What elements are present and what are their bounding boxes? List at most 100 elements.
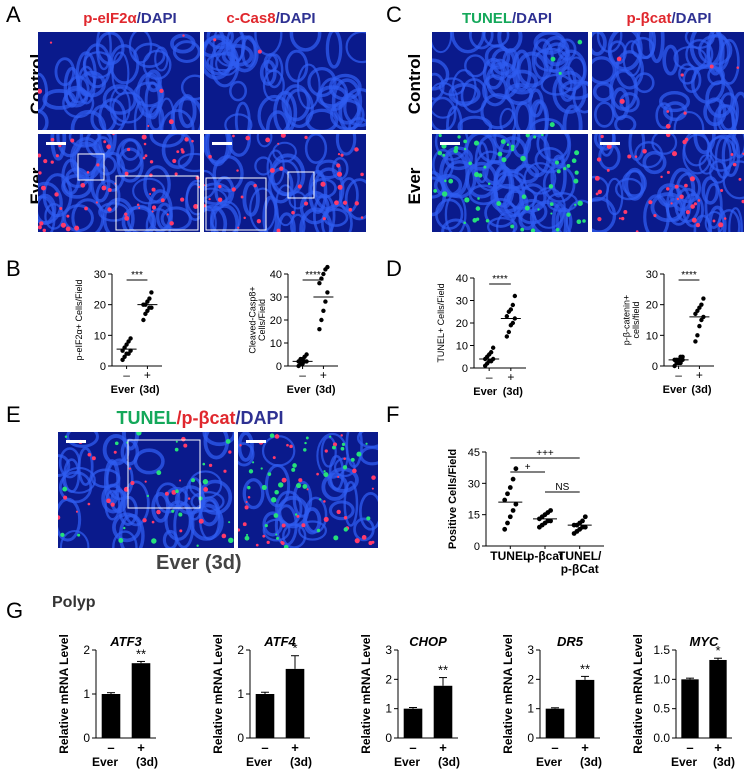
micro-e-zoom <box>238 432 378 548</box>
header-marker: TUNEL <box>461 10 512 27</box>
panel-a-header-1: p-eIF2α/DAPI <box>60 10 200 27</box>
data-point <box>510 302 516 308</box>
y-tick-label: 10 <box>94 330 106 342</box>
red-signal-dot <box>684 183 688 188</box>
red-signal-dot <box>151 205 157 210</box>
red-signal-dot <box>142 518 147 523</box>
dapi-crypt <box>116 138 144 173</box>
red-signal-dot <box>286 443 289 447</box>
panel-a-header-2: c-Cas8/DAPI <box>206 10 336 27</box>
dapi-crypt <box>615 50 644 90</box>
red-signal-dot <box>600 134 604 139</box>
dapi-crypt <box>359 492 378 531</box>
red-signal-dot <box>169 221 174 226</box>
red-signal-dot <box>181 150 185 154</box>
dapi-crypt <box>542 165 576 204</box>
green-signal-dot <box>574 203 577 206</box>
dapi-crypt <box>142 49 172 80</box>
green-signal-dot <box>524 205 530 211</box>
red-signal-dot <box>245 500 248 504</box>
y-axis-label: Relative mRNA Level <box>631 634 645 754</box>
green-signal-dot <box>316 528 321 533</box>
green-signal-dot <box>228 537 234 544</box>
dapi-crypt <box>432 148 455 181</box>
dapi-crypt <box>71 198 105 232</box>
panel-c-header-2: p-βcat/DAPI <box>594 10 744 27</box>
red-signal-dot <box>75 510 78 513</box>
red-signal-dot <box>253 183 257 188</box>
green-signal-dot <box>463 139 468 144</box>
significance-label: + <box>525 462 531 473</box>
green-signal-dot <box>463 147 467 151</box>
header-marker: p-βcat <box>626 10 672 27</box>
red-signal-dot <box>243 216 246 220</box>
green-signal-dot <box>558 71 562 75</box>
green-signal-dot <box>500 139 506 144</box>
green-signal-dot <box>202 462 206 466</box>
green-signal-dot <box>244 535 250 541</box>
dapi-crypt <box>718 38 740 85</box>
red-signal-dot <box>198 185 200 189</box>
green-signal-dot <box>269 433 275 438</box>
dapi-crypt <box>241 35 257 68</box>
dapi-crypt <box>721 134 741 178</box>
green-signal-dot <box>64 435 68 438</box>
green-signal-dot <box>202 479 209 485</box>
red-signal-dot <box>149 192 152 195</box>
green-signal-dot <box>437 150 443 156</box>
x-axis-sublabel: (3d) <box>580 755 602 769</box>
dapi-crypt <box>65 432 99 448</box>
y-tick-label: 1 <box>527 702 534 716</box>
red-signal-dot <box>106 144 111 150</box>
panel-e-header: TUNEL/p-βcat/DAPI <box>60 408 340 429</box>
green-signal-dot <box>477 197 480 200</box>
red-signal-dot <box>276 228 281 232</box>
red-signal-dot <box>741 199 744 204</box>
scale-bar <box>66 440 86 443</box>
significance-label: NS <box>555 482 569 493</box>
red-signal-dot <box>55 154 59 158</box>
green-signal-dot <box>525 134 530 138</box>
dapi-crypt <box>698 153 715 175</box>
red-signal-dot <box>179 529 183 533</box>
chart-title: CHOP <box>409 634 447 649</box>
dapi-crypt <box>204 32 226 58</box>
chart-G3: 0 1 2 3 Relative mRNA Level – + ** CHOP Ever (3d) <box>359 634 460 769</box>
green-signal-dot <box>175 440 178 443</box>
green-signal-dot <box>302 484 308 489</box>
green-signal-dot <box>468 161 473 166</box>
x-category-label: p-βcat <box>527 549 563 563</box>
green-signal-dot <box>442 153 446 157</box>
data-point <box>490 345 496 350</box>
green-signal-dot <box>454 145 459 151</box>
red-signal-dot <box>112 134 115 136</box>
red-signal-dot <box>336 509 341 515</box>
inset-box <box>127 439 201 509</box>
red-signal-dot <box>91 456 96 461</box>
red-signal-dot <box>142 156 146 160</box>
dapi-crypt <box>238 442 255 467</box>
dapi-crypt <box>95 179 121 214</box>
x-axis-sublabel: (3d) <box>315 384 336 396</box>
x-category-label: – <box>551 740 558 755</box>
red-signal-dot <box>648 200 653 205</box>
red-signal-dot <box>712 219 716 223</box>
green-signal-dot <box>473 140 480 146</box>
dapi-crypt <box>90 104 117 130</box>
dapi-crypt <box>256 134 273 148</box>
micro-a-ever-ccas8 <box>204 134 366 232</box>
dapi-crypt <box>224 113 253 130</box>
header-dapi: /DAPI <box>511 10 552 27</box>
red-signal-dot <box>266 540 270 545</box>
red-signal-dot <box>360 172 364 177</box>
red-signal-dot <box>176 150 180 154</box>
red-signal-dot <box>213 38 217 42</box>
green-signal-dot <box>537 208 540 211</box>
red-signal-dot <box>361 535 367 540</box>
dapi-crypt <box>315 159 342 180</box>
green-signal-dot <box>566 212 571 217</box>
y-tick-label: 0 <box>385 731 392 745</box>
red-signal-dot <box>107 188 112 193</box>
red-signal-dot <box>272 456 276 460</box>
green-signal-dot <box>323 470 326 473</box>
